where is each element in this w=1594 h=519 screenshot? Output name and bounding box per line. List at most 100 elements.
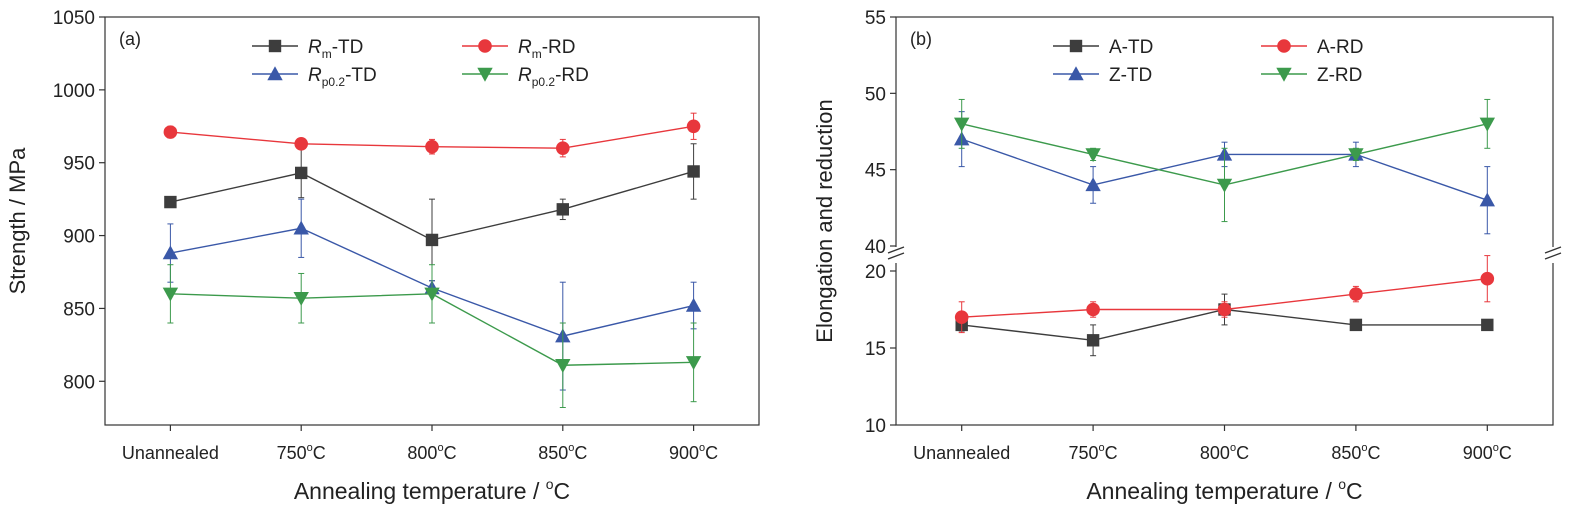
legend-label-symbol: R [308, 37, 322, 58]
axis-break-gap-right [1549, 247, 1557, 263]
x-tick-label-degree: o [1493, 442, 1499, 454]
legend-label-suffix: -RD [542, 37, 576, 58]
legend-label-symbol: R [518, 37, 532, 58]
data-point [1479, 192, 1495, 207]
x-tick-label: 850oC [1331, 442, 1380, 463]
x-tick-label-degree: o [1099, 442, 1105, 454]
data-point [425, 139, 439, 154]
x-tick-label: 750oC [277, 442, 326, 463]
legend-label: A-RD [1317, 37, 1363, 58]
x-tick-label: 900oC [1463, 442, 1512, 463]
data-point [1085, 177, 1101, 192]
data-point [163, 125, 178, 139]
x-tick-label-unit: C [313, 443, 326, 463]
data-point [1349, 318, 1363, 332]
x-tick-label: Unannealed [913, 443, 1010, 463]
y-tick-label: 1000 [53, 81, 95, 102]
panel-label: (a) [119, 29, 141, 49]
x-tick-label-degree: o [307, 442, 313, 454]
x-tick-label-unit: C [574, 443, 587, 463]
legend-label: Rm-TD [308, 37, 363, 61]
axis-break-mark [887, 246, 905, 254]
legend-label-symbol: R [308, 65, 322, 86]
x-tick-label-main: 800 [407, 443, 437, 463]
x-axis-title-unit: C [554, 478, 571, 504]
y-tick-label: 40 [865, 237, 886, 258]
legend-marker [1069, 39, 1083, 53]
legend-label: Z-TD [1109, 65, 1152, 86]
y-tick-label: 800 [63, 372, 95, 393]
series-z-rd [954, 98, 1495, 223]
y-tick-label: 1050 [53, 8, 95, 29]
data-point [685, 297, 702, 312]
y-tick-label: 10 [865, 416, 886, 437]
x-tick-label-unit: C [1367, 443, 1380, 463]
x-tick-label-degree: o [568, 442, 574, 454]
x-tick-label-main: 750 [277, 443, 307, 463]
data-point [1086, 302, 1100, 317]
axis-break-mark [1544, 252, 1562, 260]
data-point [1349, 287, 1363, 301]
y-tick-label: 850 [63, 299, 95, 320]
x-tick-label-main: Unannealed [913, 443, 1010, 463]
data-point [954, 117, 970, 132]
legend-marker [1276, 67, 1292, 82]
data-point [556, 203, 569, 216]
series-a-rd [954, 255, 1495, 334]
data-point [555, 359, 571, 373]
x-tick-label-degree: o [1230, 442, 1236, 454]
data-point [293, 292, 309, 306]
x-tick-label-main: 850 [538, 443, 568, 463]
data-point [1481, 318, 1494, 332]
legend-label-text: A-TD [1109, 37, 1153, 58]
x-tick-label-main: 900 [1463, 443, 1493, 463]
data-point [164, 195, 177, 209]
data-point [294, 136, 309, 151]
legend-label: Z-RD [1317, 65, 1362, 86]
data-point [295, 166, 308, 180]
legend-label-text: Z-TD [1109, 65, 1152, 86]
x-axis-title-unit: C [1346, 478, 1363, 504]
axis-break-mark [1544, 246, 1562, 254]
x-tick-label-unit: C [1499, 443, 1512, 463]
data-point [293, 220, 309, 235]
y-tick-label: 50 [865, 84, 886, 105]
data-point [687, 165, 700, 178]
y-tick-label: 950 [63, 154, 95, 175]
x-axis-title-degree: o [546, 476, 554, 492]
series-rm-td [164, 143, 700, 282]
x-tick-label-main: 800 [1200, 443, 1230, 463]
y-axis-title: Elongation and reduction [812, 99, 837, 342]
data-point [954, 310, 969, 325]
x-tick-label: 750oC [1069, 442, 1118, 463]
x-tick-label-degree: o [437, 442, 443, 454]
legend-label: A-TD [1109, 37, 1153, 58]
x-tick-label: 900oC [669, 442, 718, 463]
x-tick-label-unit: C [705, 443, 718, 463]
axis-break-gap-left [892, 247, 900, 263]
x-axis-title-main: Annealing temperature / [1086, 478, 1338, 504]
y-axis-title: Strength / MPa [5, 147, 30, 295]
data-point [1480, 271, 1495, 286]
data-point [1348, 148, 1364, 163]
x-axis-title-degree: o [1338, 476, 1346, 492]
x-tick-label-unit: C [1236, 443, 1249, 463]
x-tick-label-main: 900 [669, 443, 699, 463]
legend-marker [1068, 66, 1084, 81]
legend-label: Rp0.2-RD [518, 65, 589, 89]
y-tick-label: 15 [865, 339, 886, 360]
data-point [162, 245, 179, 260]
legend-marker [1277, 39, 1291, 53]
data-point [1217, 302, 1232, 317]
data-point [1479, 117, 1495, 132]
legend-label-text: Z-RD [1317, 65, 1362, 86]
data-point [1216, 178, 1233, 193]
legend-label-subscript: m [532, 47, 542, 61]
data-point [1086, 334, 1100, 347]
panel-label: (b) [910, 29, 932, 49]
x-tick-label-degree: o [1361, 442, 1367, 454]
x-tick-label-main: Unannealed [122, 443, 219, 463]
